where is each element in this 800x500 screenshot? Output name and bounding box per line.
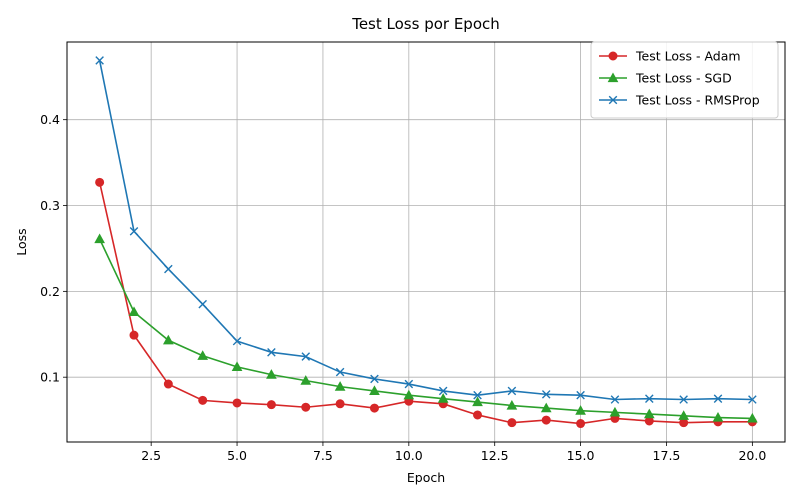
data-point [576, 419, 586, 429]
y-tick-label: 0.3 [40, 198, 60, 213]
data-point [507, 386, 517, 396]
series-line [98, 238, 753, 420]
data-point [507, 418, 517, 428]
data-point [232, 398, 242, 408]
data-point [541, 415, 551, 425]
data-point [678, 410, 690, 420]
data-point [643, 408, 655, 419]
data-point [369, 385, 380, 396]
legend-marker [608, 51, 618, 61]
legend: Test Loss - Adam Test Loss - SGD Test Loss… [590, 41, 779, 119]
data-point [300, 375, 312, 385]
x-tick-label: 2.5 [141, 448, 161, 463]
data-point [575, 405, 586, 415]
legend-marker [608, 95, 618, 105]
data-point [129, 330, 139, 340]
data-point [232, 336, 242, 346]
data-point [645, 394, 654, 403]
data-point [266, 400, 276, 410]
chart-title: Test Loss por Epoch [351, 15, 500, 33]
data-point [610, 395, 620, 404]
data-point [162, 334, 174, 345]
data-point [748, 395, 757, 404]
y-tick-label: 0.4 [40, 112, 60, 127]
y-tick-label: 0.2 [40, 284, 60, 299]
data-point [95, 56, 104, 65]
data-point [540, 402, 552, 413]
data-point [609, 406, 621, 417]
x-tick-label: 20.0 [738, 448, 766, 463]
data-point [473, 410, 483, 420]
axis-ticks: 2.5 5.0 7.5 10.0 12.5 15.0 17.5 20.0 0.1 0.2 0.3 0.… [40, 112, 766, 463]
series-layer [94, 56, 758, 429]
data-point [163, 379, 173, 389]
x-axis-label: Epoch [407, 470, 445, 485]
data-point [473, 390, 482, 400]
data-point [404, 379, 414, 389]
x-tick-label: 15.0 [567, 448, 595, 463]
legend-box [590, 41, 779, 119]
legend-label: Test Loss - RMSProp [635, 93, 760, 108]
legend-label: Test Loss - Adam [635, 49, 741, 64]
legend-item: Test Loss - Adam [599, 49, 741, 64]
data-point [231, 361, 243, 371]
series-line [98, 60, 753, 401]
data-point [679, 395, 688, 404]
x-tick-label: 5.0 [227, 448, 247, 463]
y-axis-label: Loss [14, 228, 29, 255]
legend-item: Test Loss - SGD [599, 71, 732, 86]
data-point [95, 177, 105, 187]
series-2 [94, 233, 758, 423]
data-point [747, 412, 758, 423]
data-point [301, 352, 311, 361]
data-point [267, 348, 276, 357]
x-tick-label: 17.5 [653, 448, 681, 463]
data-point [472, 396, 483, 407]
series-3 [95, 56, 757, 404]
data-point [369, 403, 379, 413]
data-point [541, 390, 551, 399]
x-tick-label: 10.0 [395, 448, 423, 463]
plot-frame [66, 41, 786, 443]
y-tick-label: 0.1 [40, 370, 60, 385]
data-point [198, 395, 208, 405]
data-point [301, 402, 311, 412]
data-point [437, 393, 449, 403]
data-point [266, 369, 277, 379]
x-tick-label: 12.5 [481, 448, 509, 463]
data-point [198, 299, 207, 309]
x-tick-label: 7.5 [313, 448, 333, 463]
data-point [438, 386, 448, 396]
data-point [334, 381, 346, 391]
data-point [335, 367, 345, 377]
data-point [506, 399, 518, 410]
data-point [713, 394, 723, 403]
data-point [335, 399, 345, 409]
data-point [129, 226, 139, 236]
data-point [576, 390, 585, 400]
legend-item: Test Loss - RMSProp [599, 93, 760, 108]
data-point [403, 389, 415, 400]
data-point [370, 374, 379, 384]
data-point [128, 306, 140, 317]
data-point [94, 233, 105, 244]
data-point [712, 412, 724, 422]
series-line [98, 182, 753, 425]
data-point [197, 350, 209, 360]
legend-marker [607, 72, 619, 83]
legend-label: Test Loss - SGD [635, 71, 732, 86]
data-point [164, 264, 173, 274]
